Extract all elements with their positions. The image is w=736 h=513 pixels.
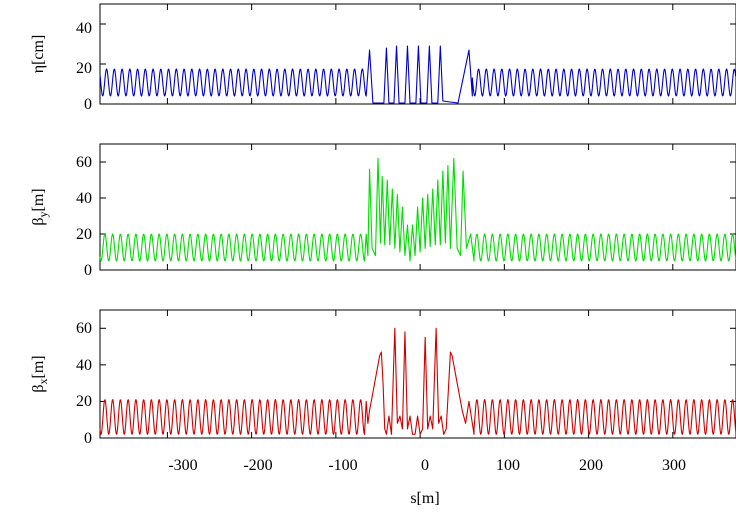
y-tick-labels-eta: 0 20 40	[76, 20, 92, 113]
x-tick-labels-beta-x: -300 -200 -100 0 100 200 300	[168, 457, 686, 474]
x-tick-label: 300	[662, 457, 686, 474]
x-tick-label: 100	[496, 457, 520, 474]
x-ticks-eta	[166, 4, 674, 104]
y-tick-label: 60	[76, 154, 92, 171]
y-tick-labels-beta-y: 0 20 40 60	[76, 154, 92, 279]
y-ticks-eta	[100, 23, 736, 105]
panel-eta: 0 20 40 η[cm]	[30, 3, 736, 113]
x-tick-label: -100	[328, 457, 357, 474]
x-axis-label: s[m]	[410, 490, 439, 507]
x-tick-label: 200	[579, 457, 603, 474]
y-axis-label-beta-y: βy[m]	[30, 188, 50, 225]
y-tick-label: 0	[84, 262, 92, 279]
x-ticks-beta-y	[166, 144, 674, 270]
panel-beta-y: 0 20 40 60 βy[m]	[30, 143, 736, 279]
series-line-beta-x	[99, 327, 736, 435]
x-tick-label: 0	[421, 457, 429, 474]
x-ticks-beta-x	[166, 310, 674, 438]
panel-beta-x: 0 20 40 60 -300 -200 -100 0 100 200 300 …	[30, 309, 736, 507]
y-tick-label: 60	[76, 320, 92, 337]
y-tick-label: 40	[76, 190, 92, 207]
y-tick-label: 40	[76, 357, 92, 374]
plot-frame-beta-x	[99, 309, 736, 439]
x-tick-label: -200	[243, 457, 272, 474]
x-tick-label: -300	[168, 457, 197, 474]
y-axis-label-beta-x: βx[m]	[30, 355, 50, 392]
y-tick-label: 40	[76, 20, 92, 37]
y-tick-label: 20	[76, 60, 92, 77]
y-axis-label-eta: η[cm]	[30, 35, 47, 74]
y-tick-label: 20	[76, 393, 92, 410]
y-tick-label: 0	[84, 96, 92, 113]
plot-frame-eta	[99, 3, 736, 105]
y-tick-label: 0	[84, 430, 92, 447]
y-tick-label: 20	[76, 226, 92, 243]
plot-frame-beta-y	[99, 143, 736, 271]
y-tick-labels-beta-x: 0 20 40 60	[76, 320, 92, 447]
series-line-beta-y	[99, 157, 736, 262]
series-line-eta	[99, 45, 736, 104]
